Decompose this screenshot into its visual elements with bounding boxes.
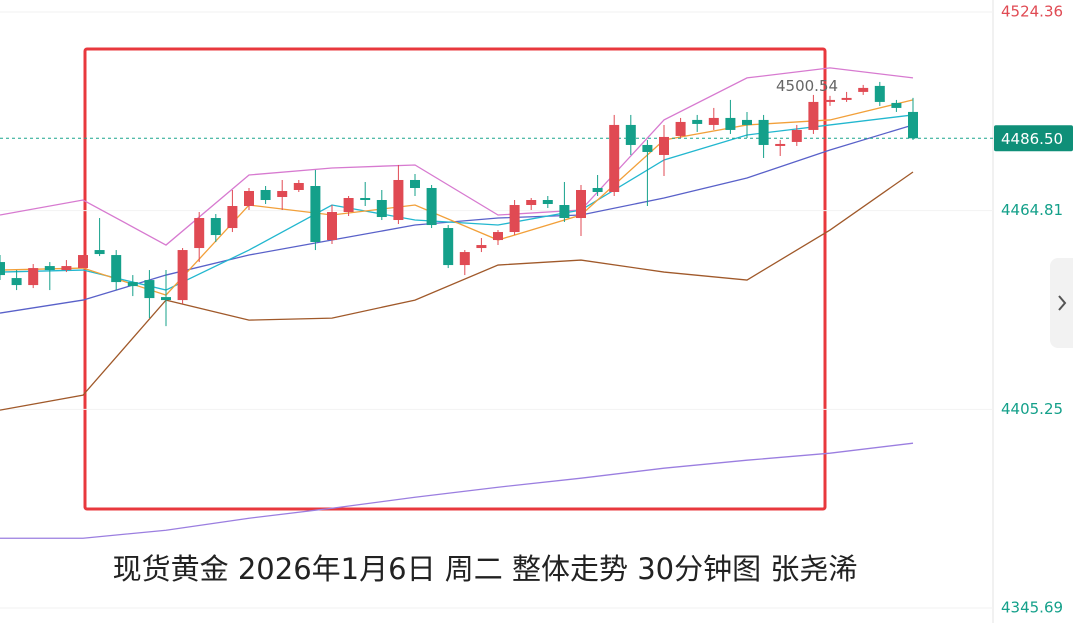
candle-body bbox=[659, 136, 669, 155]
current-price-label: 4486.50 bbox=[1001, 130, 1063, 148]
candle-body bbox=[443, 228, 454, 266]
candle-body bbox=[692, 119, 703, 124]
candle-body bbox=[609, 124, 620, 192]
candle-body bbox=[426, 187, 437, 226]
indicator-line bbox=[0, 114, 914, 291]
candle-body bbox=[78, 255, 88, 269]
candle-body bbox=[343, 198, 354, 213]
candle-body bbox=[177, 250, 188, 301]
expand-button[interactable] bbox=[1050, 258, 1073, 348]
y-tick-label: 4464.81 bbox=[1001, 201, 1063, 219]
highlight-box bbox=[83, 47, 827, 511]
price-annotation: 4500.54 bbox=[776, 77, 838, 95]
candle-body bbox=[111, 255, 122, 283]
candle-body bbox=[476, 245, 487, 249]
candle-body bbox=[874, 85, 885, 102]
candle-body bbox=[642, 144, 653, 152]
candle-body bbox=[327, 212, 337, 241]
indicator-line bbox=[0, 99, 914, 296]
candle-body bbox=[28, 268, 39, 286]
candle-body bbox=[144, 280, 155, 299]
candle-body bbox=[493, 232, 503, 241]
indicator-line bbox=[0, 67, 914, 246]
candle-body bbox=[360, 198, 371, 201]
candle-body bbox=[260, 189, 271, 201]
candle-body bbox=[509, 205, 520, 233]
candle-body bbox=[825, 99, 835, 102]
candle-body bbox=[708, 117, 719, 125]
candle-body bbox=[592, 187, 603, 192]
candle-body bbox=[775, 143, 786, 146]
candle-body bbox=[393, 179, 404, 221]
candle-body bbox=[791, 129, 802, 142]
candle-body bbox=[227, 206, 238, 229]
indicator-line bbox=[0, 171, 914, 411]
candle-body bbox=[11, 278, 22, 286]
candle-body bbox=[161, 297, 171, 301]
candle-body bbox=[908, 111, 918, 139]
candle-body bbox=[244, 190, 254, 207]
candle-body bbox=[526, 200, 537, 206]
candle-body bbox=[61, 266, 72, 271]
candle-body bbox=[891, 102, 902, 108]
candle-body bbox=[725, 117, 736, 130]
candle-body bbox=[310, 185, 321, 243]
candle-body bbox=[210, 218, 221, 236]
indicator-line bbox=[0, 442, 914, 539]
y-tick-label: 4524.36 bbox=[1001, 3, 1063, 21]
candle-body bbox=[542, 200, 553, 205]
candle-body bbox=[410, 179, 420, 188]
current-price-badge bbox=[994, 125, 1073, 152]
candle-body bbox=[742, 119, 752, 125]
candle-body bbox=[127, 282, 138, 287]
candle-body bbox=[808, 101, 819, 130]
indicator-line bbox=[0, 124, 914, 314]
candle-body bbox=[675, 121, 686, 136]
candle-body bbox=[293, 182, 304, 190]
y-tick-label: 4345.69 bbox=[1001, 599, 1063, 617]
candle-body bbox=[559, 205, 570, 219]
expand-arrow[interactable] bbox=[1058, 295, 1067, 311]
candle-body bbox=[94, 250, 105, 255]
candle-body bbox=[841, 97, 852, 100]
candle-body bbox=[194, 218, 205, 249]
candle-body bbox=[576, 189, 586, 219]
candle-body bbox=[277, 190, 288, 198]
caption: 现货黄金 2026年1月6日 周二 整体走势 30分钟图 张尧浠 bbox=[113, 552, 858, 586]
candle-body bbox=[459, 252, 470, 266]
candle-body bbox=[758, 119, 769, 145]
candle-body bbox=[625, 124, 636, 145]
expand-button-bg[interactable] bbox=[1050, 258, 1073, 348]
candle-body bbox=[858, 87, 869, 92]
candle-body bbox=[44, 266, 55, 271]
candle-body bbox=[0, 262, 5, 276]
y-tick-label: 4405.25 bbox=[1001, 400, 1063, 418]
candle-body bbox=[376, 200, 387, 218]
